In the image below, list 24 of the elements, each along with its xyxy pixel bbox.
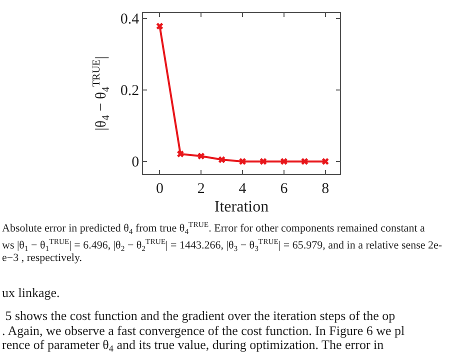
x-tick-label: 4 — [238, 180, 247, 197]
text: 5 shows the cost function and the gradient over the iteration steps of the op — [2, 308, 396, 323]
point — [322, 158, 329, 165]
point — [177, 150, 184, 158]
x-tick-label: 6 — [280, 180, 288, 197]
x-tick-label: 8 — [322, 180, 330, 197]
y-tick-label: 0.2 — [120, 83, 140, 100]
point — [198, 152, 205, 160]
x-tick-label: 0 — [156, 180, 164, 197]
text: Absolute error in predicted θ$_{4}$ from true θ$_{4}$$^{TRUE}$. Error for other components remained constant a — [2, 220, 425, 236]
point — [156, 22, 164, 30]
point — [280, 158, 288, 165]
x-tick-label: 2 — [197, 180, 205, 197]
text: rence of parameter θ$_{4}$ and its true value, during optimization. The error in — [2, 337, 384, 354]
y-tick-label: 0.4 — [120, 12, 140, 28]
point — [301, 158, 308, 165]
x-axis-title: Iteration — [214, 198, 269, 216]
text: ux linkage. — [2, 285, 60, 300]
text: e−3 , respectively. — [2, 252, 82, 264]
text: . Again, we observe a fast convergence of the cost function. In Figure 6 we pl — [2, 323, 406, 338]
point — [218, 156, 226, 164]
text: ws |θ$_{1}$ − θ$_{1}$$^{TRUE}$| = 6.496, |θ$_{2}$ − θ$_{2}$$^{TRUE}$| = 1443.266, |θ$_{3}$ − θ$_{3}$$^{TRUE}$| = 65.979, and in a relative sense 2e- — [2, 237, 442, 253]
y-tick-label: 0 — [132, 154, 140, 171]
point — [239, 158, 246, 165]
